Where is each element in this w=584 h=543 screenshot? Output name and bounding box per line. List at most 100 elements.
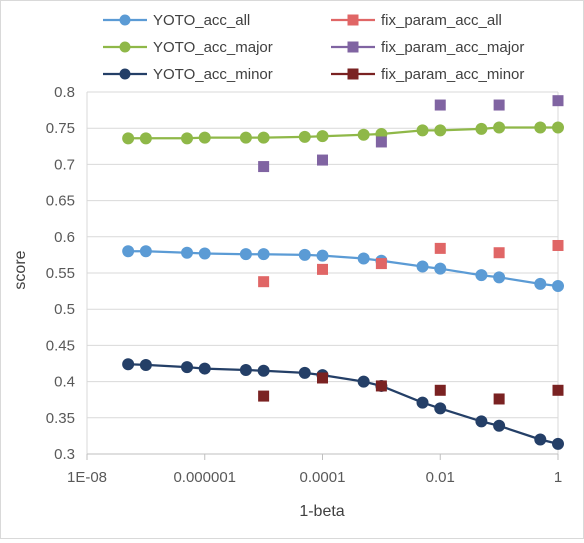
x-tick-label: 0.01 xyxy=(426,469,455,486)
tick-labels: 0.3 0.35 0.4 0.45 0.5 0.55 0.6 0.65 0.7 0.75 0.8 1E… xyxy=(46,84,562,486)
x-tick-label: 1 xyxy=(554,469,562,486)
x-tick-label: 0.0001 xyxy=(300,469,346,486)
data-point xyxy=(434,402,447,415)
data-point xyxy=(258,390,270,402)
legend-label: fix_param_acc_major xyxy=(381,39,524,56)
data-point xyxy=(552,384,564,396)
legend-item: fix_param_acc_minor xyxy=(331,66,524,83)
data-point xyxy=(534,277,547,290)
data-point xyxy=(475,415,488,428)
data-point xyxy=(375,136,387,148)
legend-label: YOTO_acc_major xyxy=(153,39,273,56)
data-point xyxy=(434,384,446,396)
data-point xyxy=(317,154,328,166)
data-point xyxy=(181,246,194,259)
data-point xyxy=(198,131,211,144)
legend-item: fix_param_acc_major xyxy=(331,39,524,56)
data-point xyxy=(198,362,211,375)
data-point xyxy=(257,248,270,261)
legend-label: YOTO_acc_minor xyxy=(153,66,273,83)
data-point xyxy=(375,380,387,392)
data-point xyxy=(239,364,252,377)
data-point xyxy=(317,372,328,384)
x-tick-label: 0.000001 xyxy=(173,469,236,486)
data-point xyxy=(493,271,506,284)
data-point xyxy=(357,375,370,388)
data-point xyxy=(434,262,447,275)
legend-label: fix_param_acc_all xyxy=(381,12,502,29)
data-point xyxy=(139,132,152,145)
data-point xyxy=(122,132,135,145)
y-tick-label: 0.45 xyxy=(46,337,75,354)
series-line xyxy=(128,126,558,140)
data-point xyxy=(258,161,270,173)
data-point xyxy=(298,248,311,261)
data-point xyxy=(316,249,329,262)
data-point xyxy=(416,260,429,273)
data-point xyxy=(258,276,270,288)
data-point xyxy=(552,437,564,450)
legend-label: fix_param_acc_minor xyxy=(381,66,524,83)
y-tick-label: 0.4 xyxy=(54,374,75,391)
data-point xyxy=(534,433,547,446)
legend-marker xyxy=(347,41,359,53)
data-point xyxy=(475,269,488,282)
data-point xyxy=(493,121,506,134)
series-fix-param-acc-major xyxy=(258,95,564,173)
data-point xyxy=(122,245,135,258)
data-point xyxy=(534,121,547,134)
y-tick-label: 0.6 xyxy=(54,229,75,246)
legend-marker xyxy=(347,14,359,26)
y-tick-label: 0.8 xyxy=(54,84,75,101)
data-point xyxy=(493,99,505,111)
data-point xyxy=(357,128,370,141)
series-fix-param-acc-all xyxy=(258,239,564,288)
data-point xyxy=(139,358,152,371)
y-tick-label: 0.75 xyxy=(46,120,75,137)
data-point xyxy=(122,358,135,371)
y-tick-label: 0.35 xyxy=(46,410,75,427)
data-point xyxy=(493,247,505,259)
data-point xyxy=(181,132,194,145)
legend-item: YOTO_acc_all xyxy=(103,12,250,29)
data-point xyxy=(298,130,311,143)
data-point xyxy=(552,95,564,107)
series-fix-param-acc-minor xyxy=(258,372,564,405)
series-layer xyxy=(122,95,564,450)
data-point xyxy=(416,124,429,137)
legend-item: fix_param_acc_all xyxy=(331,12,502,29)
y-tick-label: 0.5 xyxy=(54,301,75,318)
data-point xyxy=(198,247,211,260)
data-point xyxy=(316,130,329,143)
series-yoto-acc-minor xyxy=(122,358,564,450)
y-axis-title: score xyxy=(12,250,29,289)
data-point xyxy=(298,366,311,379)
data-point xyxy=(493,419,506,432)
data-point xyxy=(357,252,370,265)
legend-label: YOTO_acc_all xyxy=(153,12,250,29)
data-point xyxy=(552,280,564,293)
y-tick-label: 0.7 xyxy=(54,156,75,173)
x-tick-label: 1E-08 xyxy=(67,469,107,486)
data-point xyxy=(375,258,387,270)
data-point xyxy=(181,361,194,374)
x-axis-title: 1-beta xyxy=(299,503,344,520)
data-point xyxy=(493,393,505,405)
data-point xyxy=(552,239,564,251)
data-point xyxy=(434,99,446,111)
y-tick-label: 0.3 xyxy=(54,446,75,463)
data-point xyxy=(434,124,447,137)
legend-marker xyxy=(119,41,131,53)
data-point xyxy=(434,242,446,254)
data-point xyxy=(475,122,488,135)
y-tick-label: 0.55 xyxy=(46,265,75,282)
legend-marker xyxy=(119,14,131,26)
legend-marker xyxy=(119,68,131,80)
data-point xyxy=(257,364,270,377)
data-point xyxy=(139,245,152,258)
series-yoto-acc-major xyxy=(122,121,564,145)
series-line xyxy=(128,250,559,288)
data-point xyxy=(239,131,252,144)
